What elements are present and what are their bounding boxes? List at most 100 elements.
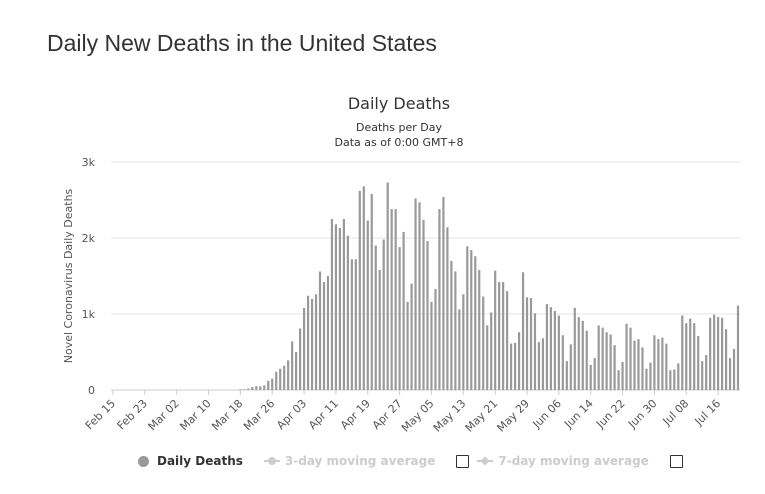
bar[interactable]: [569, 344, 572, 390]
bar[interactable]: [585, 330, 588, 390]
bar[interactable]: [418, 202, 421, 390]
bar[interactable]: [657, 339, 660, 390]
bar[interactable]: [537, 342, 541, 390]
bar[interactable]: [306, 295, 310, 390]
bar[interactable]: [263, 385, 266, 390]
bar[interactable]: [366, 220, 369, 390]
bar[interactable]: [414, 198, 417, 390]
bar[interactable]: [720, 317, 724, 390]
bar[interactable]: [705, 355, 708, 390]
bar[interactable]: [685, 323, 688, 390]
bar[interactable]: [609, 334, 612, 390]
bar[interactable]: [239, 389, 242, 390]
bar[interactable]: [287, 360, 290, 390]
bar[interactable]: [422, 219, 425, 390]
bar[interactable]: [434, 288, 437, 390]
bar[interactable]: [482, 296, 485, 390]
bar[interactable]: [378, 269, 381, 390]
bar[interactable]: [553, 310, 556, 390]
bar[interactable]: [251, 386, 254, 390]
checkbox-7-day-average[interactable]: [669, 454, 683, 468]
bar[interactable]: [314, 294, 318, 390]
bar[interactable]: [549, 307, 552, 390]
bar[interactable]: [470, 250, 473, 390]
bar[interactable]: [410, 283, 413, 390]
bar[interactable]: [486, 325, 489, 390]
bar[interactable]: [279, 368, 282, 390]
legend-item-daily-deaths[interactable]: Daily Deaths: [138, 454, 243, 468]
bar[interactable]: [259, 386, 262, 390]
bar[interactable]: [398, 247, 401, 390]
bar[interactable]: [529, 298, 533, 390]
bar[interactable]: [342, 219, 345, 390]
bar[interactable]: [573, 307, 576, 390]
bar[interactable]: [601, 327, 604, 390]
bar[interactable]: [517, 332, 521, 390]
bar[interactable]: [430, 301, 433, 390]
bar[interactable]: [633, 340, 636, 390]
bar[interactable]: [701, 361, 704, 390]
bar[interactable]: [450, 260, 453, 390]
bar[interactable]: [677, 363, 680, 390]
bar[interactable]: [693, 323, 696, 390]
bar[interactable]: [521, 272, 525, 390]
bar[interactable]: [732, 348, 736, 390]
bar[interactable]: [661, 337, 664, 390]
bar[interactable]: [533, 313, 537, 390]
bar[interactable]: [506, 291, 509, 390]
bar[interactable]: [681, 315, 684, 390]
bar[interactable]: [736, 305, 740, 390]
bar[interactable]: [510, 343, 513, 390]
bar[interactable]: [581, 320, 584, 390]
bar[interactable]: [271, 378, 274, 390]
bar[interactable]: [386, 182, 389, 390]
bar[interactable]: [673, 369, 676, 390]
bar[interactable]: [637, 339, 640, 390]
bar[interactable]: [390, 209, 393, 390]
bar[interactable]: [362, 186, 365, 390]
bar[interactable]: [374, 245, 377, 390]
bar[interactable]: [446, 227, 449, 390]
bar[interactable]: [478, 269, 481, 390]
bar[interactable]: [593, 358, 596, 390]
bar[interactable]: [243, 389, 246, 390]
bar[interactable]: [302, 307, 306, 390]
bar[interactable]: [653, 335, 656, 390]
bar[interactable]: [513, 342, 517, 390]
bar[interactable]: [394, 209, 397, 390]
bar[interactable]: [438, 209, 441, 390]
bar[interactable]: [724, 329, 728, 390]
checkbox-3-day-average[interactable]: [456, 454, 470, 468]
bar[interactable]: [462, 294, 465, 390]
bar[interactable]: [350, 259, 353, 390]
bar[interactable]: [613, 345, 616, 390]
bar[interactable]: [322, 282, 326, 390]
bar[interactable]: [689, 318, 692, 390]
bar[interactable]: [728, 358, 732, 390]
bar[interactable]: [665, 343, 668, 390]
bar[interactable]: [295, 352, 298, 390]
bar[interactable]: [625, 323, 628, 390]
bar[interactable]: [541, 338, 545, 390]
bar[interactable]: [645, 368, 648, 390]
bar[interactable]: [354, 259, 357, 390]
bar[interactable]: [310, 298, 314, 390]
bar[interactable]: [330, 219, 334, 390]
bar[interactable]: [334, 224, 338, 390]
bar[interactable]: [525, 297, 529, 390]
bar[interactable]: [641, 347, 644, 390]
bar[interactable]: [458, 309, 461, 390]
bar[interactable]: [605, 332, 608, 390]
bar[interactable]: [382, 239, 385, 390]
bar[interactable]: [338, 228, 341, 390]
bar[interactable]: [545, 304, 549, 390]
bar[interactable]: [561, 335, 564, 390]
bar[interactable]: [255, 386, 258, 390]
bar[interactable]: [669, 370, 672, 390]
bar[interactable]: [649, 362, 652, 390]
bar[interactable]: [442, 196, 445, 390]
bar[interactable]: [494, 270, 497, 390]
bar[interactable]: [346, 235, 349, 390]
bar[interactable]: [589, 364, 592, 390]
bar[interactable]: [426, 241, 429, 390]
